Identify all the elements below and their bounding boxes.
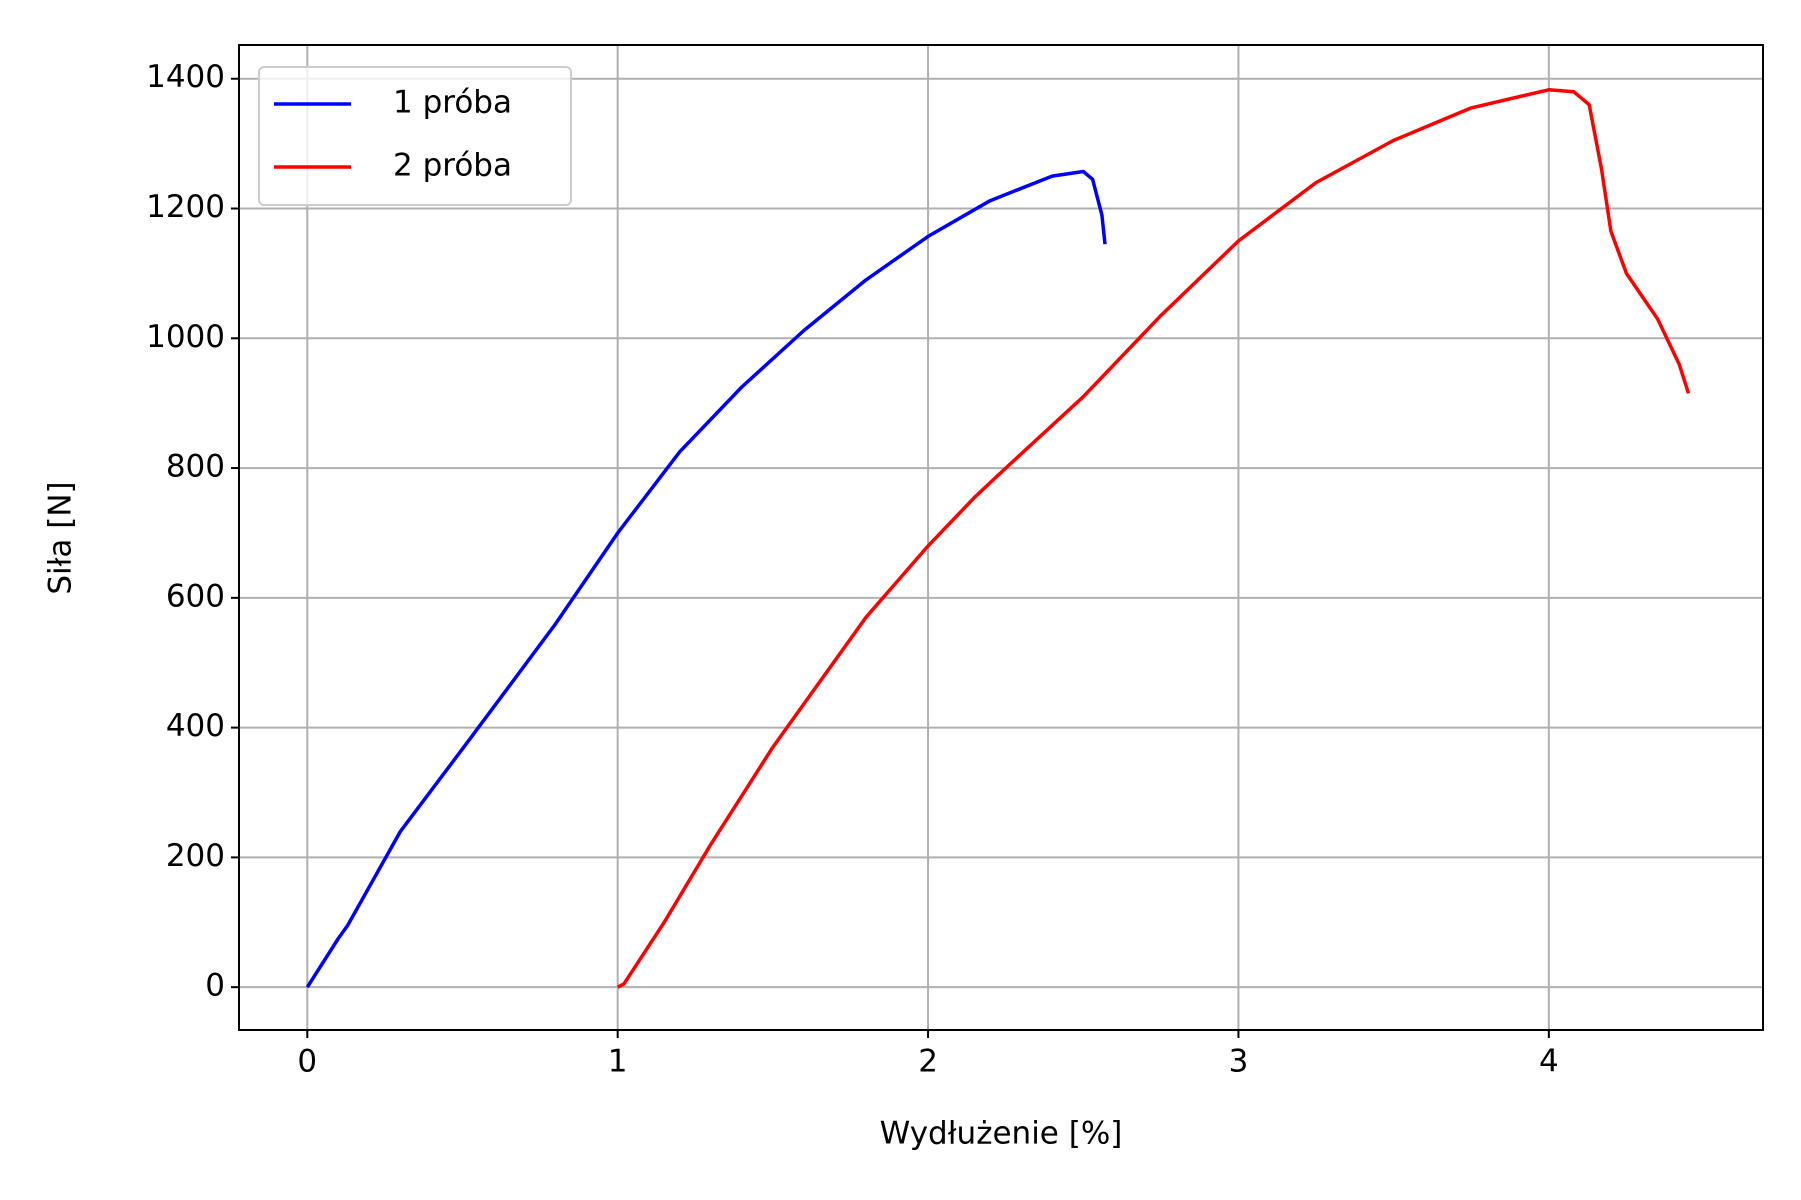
data-line	[616, 88, 1691, 989]
data-line	[305, 169, 1107, 989]
y-tick-label: 400	[166, 708, 225, 744]
y-tick-label: 1000	[146, 319, 225, 355]
legend-box	[258, 66, 572, 206]
legend-label: 2 próba	[393, 148, 512, 184]
x-tick-label: 2	[918, 1044, 938, 1080]
y-tick-label: 1400	[146, 59, 225, 95]
y-tick-label: 200	[166, 838, 225, 874]
x-tick-label: 3	[1229, 1044, 1249, 1080]
y-tick-label: 1200	[146, 189, 225, 225]
y-axis-label: Siła [N]	[43, 481, 79, 594]
x-tick-label: 4	[1539, 1044, 1559, 1080]
plot-frame	[238, 44, 1764, 1031]
legend-label: 1 próba	[393, 85, 512, 121]
x-tick-label: 0	[297, 1044, 317, 1080]
y-tick-label: 600	[166, 578, 225, 614]
y-tick-label: 0	[205, 968, 225, 1004]
x-axis-label: Wydłużenie [%]	[880, 1116, 1123, 1152]
x-tick-label: 1	[608, 1044, 628, 1080]
y-tick-label: 800	[166, 449, 225, 485]
